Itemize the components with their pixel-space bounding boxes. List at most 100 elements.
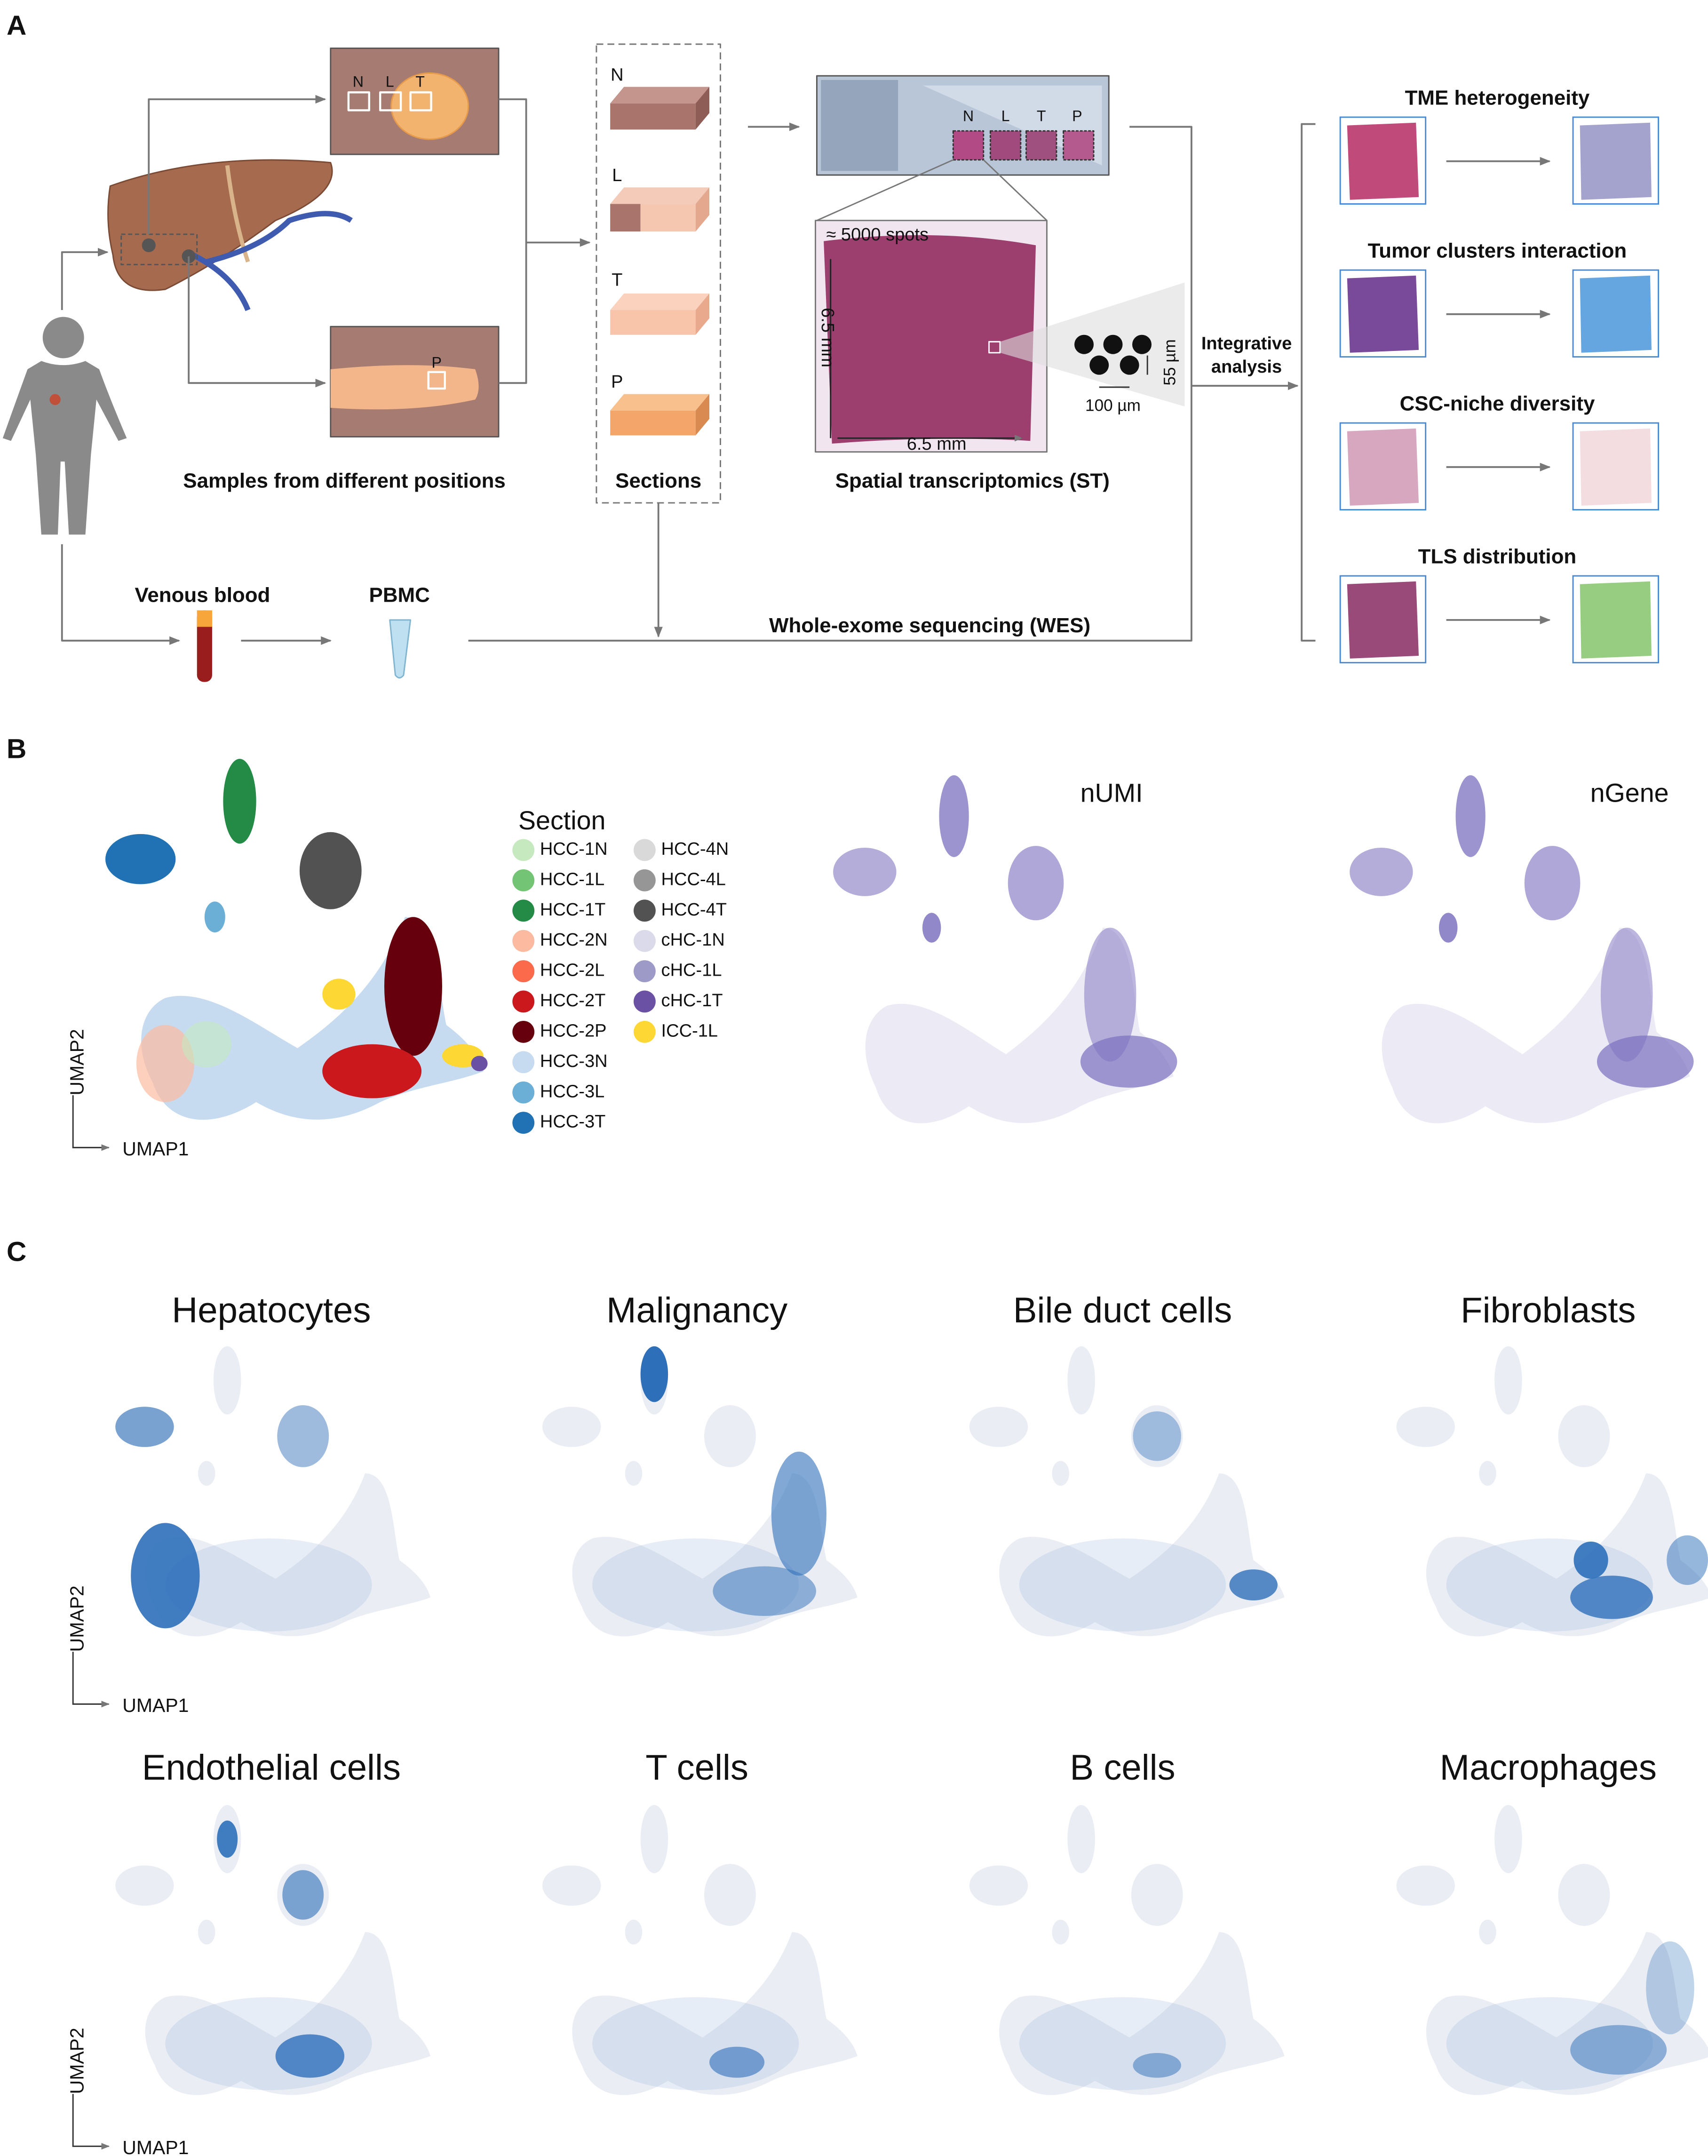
legend-title: Section [518,806,606,835]
sample-letter: L [386,73,394,90]
umap-cluster [145,1932,431,2095]
panel-label: B [7,734,26,764]
umap-cluster [223,759,256,844]
umap-highlight [1350,848,1413,896]
legend-label: HCC-4T [661,900,727,920]
umap-highlight [1667,1535,1708,1585]
umap-highlight [165,1997,372,2091]
umap-plot [105,759,488,1120]
umap-highlight [1646,1941,1694,2035]
umap-cluster [299,832,362,909]
umap-cluster [1494,1346,1522,1415]
output-thumb-tissue [1347,122,1419,200]
umap-axis-arrows [72,2094,110,2150]
umap-cluster [1558,1405,1610,1467]
legend-swatch [633,899,656,922]
umap-plot [542,1346,858,1637]
umap-cluster [704,1864,756,1926]
umap-y-axis-label: UMAP2 [66,1585,88,1652]
section-letter: N [611,65,623,85]
umap-plot [833,775,1177,1123]
legend-swatch [512,1112,535,1134]
umap-highlight [1524,846,1581,921]
umap-highlight [1455,775,1486,857]
legend-swatch [633,960,656,982]
legend-label: cHC-1L [661,961,722,980]
legend-label: HCC-2L [540,961,604,980]
umap-highlight [1019,1538,1226,1631]
legend-label: HCC-2N [540,930,608,950]
umap-plot [542,1805,858,2095]
umap-highlight [1019,1997,1226,2091]
umap-highlight [322,1044,422,1098]
cell-type-title: T cells [645,1748,748,1788]
slide-letter: L [1001,108,1010,125]
umap-x-axis-label: UMAP1 [122,1138,189,1160]
umap-plot [969,1346,1285,1637]
samples-label: Samples from different positions [183,469,506,493]
sample-site [427,371,446,390]
legend-label: HCC-2T [540,991,606,1010]
legend-swatch [633,839,656,861]
umap-y-axis-label: UMAP2 [66,2028,88,2094]
slide-letter: P [1072,108,1082,125]
umap-highlight [384,917,442,1056]
legend-label: HCC-1N [540,839,608,859]
umap-plot [115,1805,431,2095]
umap-highlight [922,913,941,943]
flow-lines [61,95,1316,645]
umap-highlight [592,1997,799,2091]
legend-swatch [512,839,535,861]
umap-cluster [1052,1919,1070,1945]
wes-label: Whole-exome sequencing (WES) [769,614,1090,637]
legend-swatch [512,1020,535,1043]
umap-cluster [213,1346,241,1415]
output-thumb-map [1580,428,1652,506]
umap-highlight [217,1820,238,1858]
cell-type-title: Hepatocytes [172,1290,371,1330]
umap-cluster [198,1461,215,1486]
slide-letter: N [963,108,974,125]
umap-highlight [771,1451,826,1576]
legend-label: HCC-4N [661,839,729,859]
sample-letter: N [353,73,364,90]
tumor-nodule [390,72,469,140]
umap-highlight [1080,1035,1177,1088]
umap-highlight [640,1346,668,1402]
pbmc-tube [389,619,412,679]
umap-highlight [1133,1411,1181,1461]
pbmc-label: PBMC [369,584,430,607]
legend-swatch [633,869,656,891]
section-letter: L [612,166,622,185]
umap-cluster [572,1932,858,2095]
legend-swatch [512,1051,535,1074]
slide-letter: T [1037,108,1046,125]
spacing-label: 100 µm [1085,396,1141,414]
scale-bars [1099,355,1148,388]
umap-highlight [136,1025,194,1102]
umap-cluster [625,1461,643,1486]
blood-tube [197,610,212,682]
umap-cluster [204,901,225,932]
umap-cluster [145,1473,431,1637]
cell-type-title: B cells [1070,1748,1175,1788]
legend-label: cHC-1N [661,930,725,950]
umap-cluster [704,1405,756,1467]
legend-label: HCC-1T [540,900,606,920]
umap-cluster [640,1805,668,1873]
sample-site [347,91,370,111]
umap-highlight [165,1538,372,1631]
legend-label: HCC-3L [540,1082,604,1101]
umap-cluster [969,1865,1028,1906]
output-thumb-map [1580,581,1652,659]
umap-highlight [1084,928,1136,1062]
section-letter: P [611,372,623,392]
output-thumb-tissue [1347,275,1419,353]
umap-cluster [1479,1919,1496,1945]
legend-label: cHC-1T [661,991,723,1010]
output-title: Tumor clusters interaction [1368,239,1627,263]
output-thumb-map [1580,275,1652,353]
feature-title: nGene [1590,778,1669,807]
integrative-label: Integrative [1201,334,1292,353]
umap-cluster [277,1405,329,1467]
